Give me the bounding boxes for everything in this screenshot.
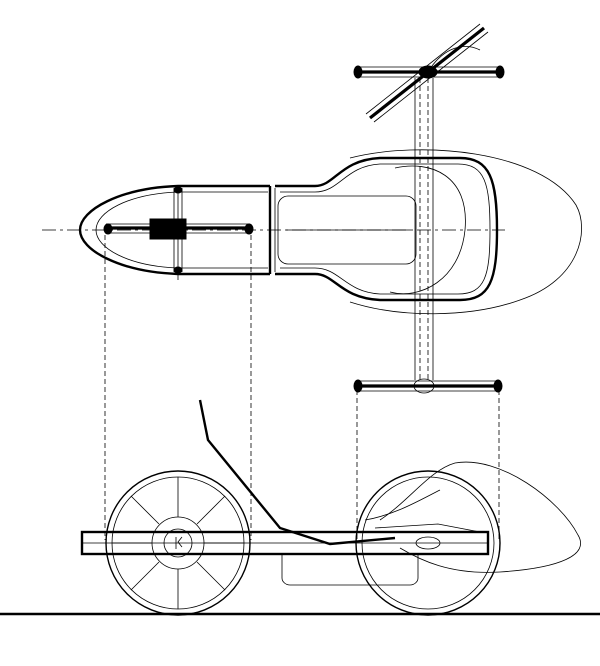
steering-rod-side [198,399,396,546]
front-wheel-top [103,185,254,280]
frame-board-side [80,530,490,556]
seat-base-side [281,554,419,586]
side-view [0,399,600,616]
rear-axle-top [353,378,503,394]
steering-rod-side-outline [374,523,481,533]
front-frame-top [78,184,276,276]
steering-column-projection [414,78,434,380]
seat-body-top [275,156,499,302]
steering-sweep-side-inner [364,489,441,521]
steering-sweep-top-inner [389,165,466,295]
steering-sweep-side [379,461,581,573]
top-view [42,23,582,380]
steering-sweep-top [349,149,582,315]
steering-wheel-top [353,23,505,123]
projection-lines [104,235,500,540]
